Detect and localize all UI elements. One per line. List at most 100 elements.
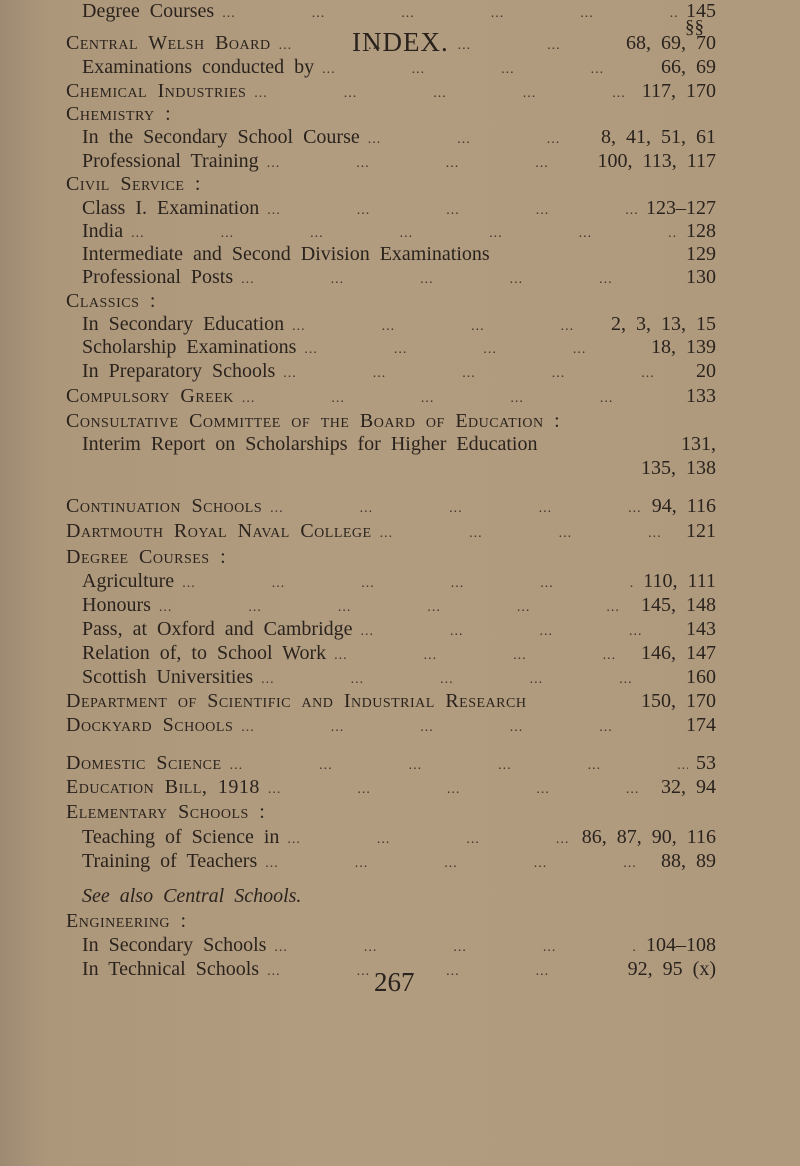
entry-label: Class I. Examination bbox=[82, 197, 260, 219]
dot-leader bbox=[274, 940, 638, 956]
entry-pages: 94, 116 bbox=[651, 495, 716, 517]
index-entry: Department of Scientific and Industrial … bbox=[66, 690, 716, 714]
entry-pages: 66, 69 bbox=[661, 56, 716, 78]
entry-pages: 131, bbox=[681, 433, 716, 455]
entry-label: In Technical Schools bbox=[82, 958, 260, 980]
entry-label: In Preparatory Schools bbox=[82, 360, 276, 382]
entry-label: Relation of, to School Work bbox=[82, 642, 327, 664]
dot-leader bbox=[267, 156, 590, 172]
index-entry: In Secondary Schools 104–108 bbox=[82, 934, 716, 958]
index-entry: Class I. Examination 123–127 bbox=[82, 197, 716, 221]
index-entry: Central Welsh Board 68, 69, 70 bbox=[66, 32, 716, 56]
dot-leader bbox=[283, 366, 688, 382]
entry-label: Teaching of Science in bbox=[82, 826, 280, 848]
dot-leader bbox=[230, 758, 688, 774]
entry-label: Pass, at Oxford and Cambridge bbox=[82, 618, 353, 640]
index-entry: Continuation Schools 94, 116 bbox=[66, 495, 716, 519]
index-entry: Domestic Science 53 bbox=[66, 752, 716, 776]
index-entry: Examinations conducted by 66, 69 bbox=[82, 56, 716, 80]
index-entry: Intermediate and Second Division Examina… bbox=[82, 243, 716, 267]
entry-pages: 18, 139 bbox=[651, 336, 716, 358]
entry-pages: 133 bbox=[686, 385, 716, 407]
entry-label: Degree Courses bbox=[82, 0, 215, 22]
dot-leader bbox=[261, 672, 678, 688]
dot-leader bbox=[287, 832, 573, 848]
index-entry: Training of Teachers 88, 89 bbox=[82, 850, 716, 874]
dot-leader bbox=[265, 856, 653, 872]
entry-pages: 146, 147 bbox=[641, 642, 716, 664]
entry-pages: 174 bbox=[686, 714, 716, 736]
index-entry: In Technical Schools 92, 95 (x) bbox=[82, 958, 716, 982]
dot-leader bbox=[304, 342, 643, 358]
entry-label: Chemical Industries bbox=[66, 80, 247, 102]
entry-pages: 143 bbox=[686, 618, 716, 640]
entry-pages: 104–108 bbox=[646, 934, 716, 956]
index-entry: Degree Courses : bbox=[66, 546, 716, 570]
entry-pages: 92, 95 (x) bbox=[627, 958, 716, 980]
entry-label: Scottish Universities bbox=[82, 666, 254, 688]
entry-label: Education Bill, 1918 bbox=[66, 776, 260, 798]
entry-label: Scholarship Examinations bbox=[82, 336, 297, 358]
index-entry: Compulsory Greek 133 bbox=[66, 385, 716, 409]
index-entry: Honours 145, 148 bbox=[82, 594, 716, 618]
entry-label: Elementary Schools : bbox=[66, 801, 266, 823]
index-entry: India 128 bbox=[82, 220, 716, 244]
index-entry: Professional Training 100, 113, 117 bbox=[82, 150, 716, 174]
dot-leader bbox=[159, 600, 633, 616]
index-entry: Relation of, to School Work 146, 147 bbox=[82, 642, 716, 666]
index-entry: Pass, at Oxford and Cambridge 143 bbox=[82, 618, 716, 642]
dot-leader bbox=[270, 501, 644, 517]
dot-leader bbox=[279, 38, 618, 54]
index-entry: Professional Posts 130 bbox=[82, 266, 716, 290]
entry-pages: 128 bbox=[686, 220, 716, 242]
entry-pages: 129 bbox=[686, 243, 716, 265]
index-entry: Classics : bbox=[66, 290, 716, 314]
dot-leader bbox=[254, 86, 633, 102]
index-entry: In Preparatory Schools 20 bbox=[82, 360, 716, 384]
index-entry: Agriculture 110, 111 bbox=[82, 570, 716, 594]
entry-label: In Secondary Education bbox=[82, 313, 285, 335]
entry-pages: 130 bbox=[686, 266, 716, 288]
dot-leader bbox=[380, 526, 678, 542]
entry-label: In Secondary Schools bbox=[82, 934, 267, 956]
dot-leader bbox=[267, 203, 638, 219]
dot-leader bbox=[241, 272, 678, 288]
index-entry: Teaching of Science in 86, 87, 90, 116 bbox=[82, 826, 716, 850]
dot-leader bbox=[268, 782, 653, 798]
entry-pages: 135, 138 bbox=[641, 457, 716, 479]
dot-leader bbox=[334, 648, 633, 664]
index-entry: Scottish Universities 160 bbox=[82, 666, 716, 690]
index-entry: Chemical Industries 117, 170 bbox=[66, 80, 716, 104]
index-entry: 135, 138 bbox=[82, 457, 716, 481]
dot-leader bbox=[242, 391, 678, 407]
index-entry: See also Central Schools. bbox=[82, 885, 716, 909]
entry-pages: 68, 69, 70 bbox=[626, 32, 716, 54]
entry-label: In the Secondary School Course bbox=[82, 126, 360, 148]
entry-pages: 145, 148 bbox=[641, 594, 716, 616]
entry-pages: 145 bbox=[686, 0, 716, 22]
entry-pages: 100, 113, 117 bbox=[597, 150, 716, 172]
dot-leader bbox=[131, 226, 678, 242]
entry-pages: 121 bbox=[686, 520, 716, 542]
entry-pages: 88, 89 bbox=[661, 850, 716, 872]
entry-pages: 32, 94 bbox=[661, 776, 716, 798]
entry-label: Civil Service : bbox=[66, 173, 201, 195]
dot-leader bbox=[361, 624, 678, 640]
index-entry: Education Bill, 1918 32, 94 bbox=[66, 776, 716, 800]
entry-pages: 8, 41, 51, 61 bbox=[601, 126, 716, 148]
dot-leader bbox=[267, 964, 620, 980]
entry-label: Professional Posts bbox=[82, 266, 234, 288]
entry-pages: 86, 87, 90, 116 bbox=[581, 826, 716, 848]
entry-pages: 53 bbox=[696, 752, 716, 774]
entry-label: Compulsory Greek bbox=[66, 385, 234, 407]
entry-label: See also Central Schools. bbox=[82, 885, 302, 907]
index-entry: In the Secondary School Course 8, 41, 51,… bbox=[82, 126, 716, 150]
index-entry: Elementary Schools : bbox=[66, 801, 716, 825]
entry-label: Training of Teachers bbox=[82, 850, 258, 872]
index-entry: Chemistry : bbox=[66, 103, 716, 127]
dot-leader bbox=[292, 319, 603, 335]
index-entry: Consultative Committee of the Board of E… bbox=[66, 410, 716, 434]
index-entry: Engineering : bbox=[66, 910, 716, 934]
page-number: 267 bbox=[374, 967, 415, 997]
index-entry: Degree Courses 145 bbox=[82, 0, 716, 24]
